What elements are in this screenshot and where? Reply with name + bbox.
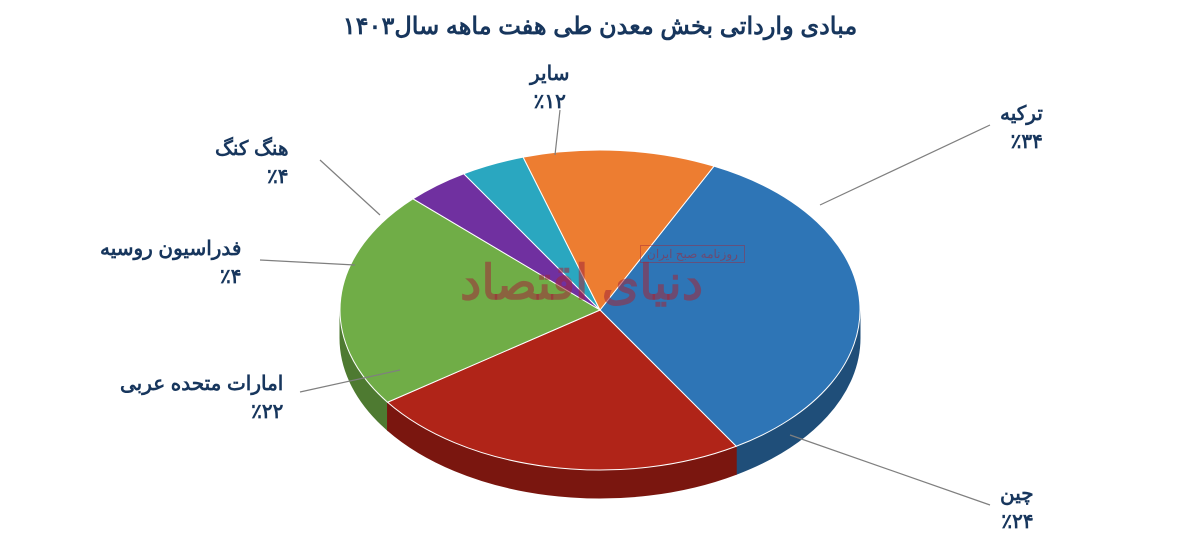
label-hongkong: هنگ کنگ ٪۴ bbox=[215, 135, 289, 191]
chart-container: مبادی وارداتی بخش معدن طی هفت ماهه سال۱۴… bbox=[0, 0, 1200, 553]
label-turkey: ترکیه ٪۳۴ bbox=[1000, 100, 1043, 156]
label-name: چین bbox=[1000, 480, 1034, 508]
pie-area: دنیای اقتصاد روزنامه صبح ایران ترکیه ٪۳۴… bbox=[0, 40, 1200, 540]
chart-title: مبادی وارداتی بخش معدن طی هفت ماهه سال۱۴… bbox=[0, 12, 1200, 41]
label-pct: ٪۲۴ bbox=[1000, 508, 1034, 536]
label-pct: ٪۲۲ bbox=[120, 398, 283, 426]
label-name: ترکیه bbox=[1000, 100, 1043, 128]
label-pct: ٪۴ bbox=[100, 263, 241, 291]
label-other: سایر ٪۱۲ bbox=[530, 60, 569, 116]
label-russia: فدراسیون روسیه ٪۴ bbox=[100, 235, 241, 291]
label-china: چین ٪۲۴ bbox=[1000, 480, 1034, 536]
label-pct: ٪۴ bbox=[215, 163, 289, 191]
label-uae: امارات متحده عربی ٪۲۲ bbox=[120, 370, 283, 426]
label-name: امارات متحده عربی bbox=[120, 370, 283, 398]
label-pct: ٪۳۴ bbox=[1000, 128, 1043, 156]
label-pct: ٪۱۲ bbox=[530, 88, 569, 116]
label-name: سایر bbox=[530, 60, 569, 88]
label-name: هنگ کنگ bbox=[215, 135, 289, 163]
label-name: فدراسیون روسیه bbox=[100, 235, 241, 263]
